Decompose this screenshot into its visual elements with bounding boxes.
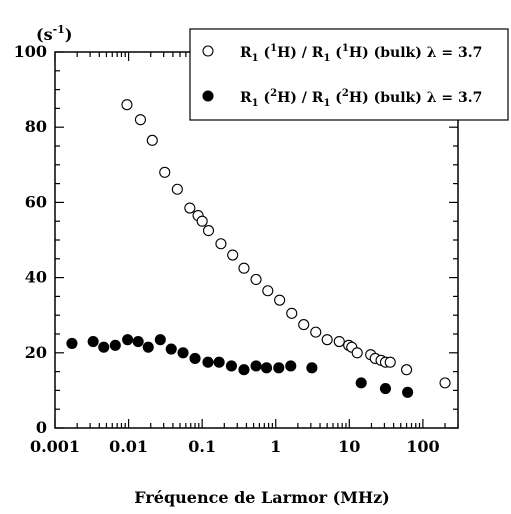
data-point-open (215, 238, 227, 250)
data-point-open (439, 377, 451, 389)
data-point-filled (189, 352, 201, 364)
data-point-filled (122, 334, 134, 346)
data-point-open (134, 114, 147, 126)
data-point-open (401, 364, 413, 376)
data-point-open (184, 202, 196, 214)
x-tick-label: 0.001 (30, 437, 80, 456)
data-point-filled (154, 334, 166, 346)
data-point-open (238, 262, 250, 274)
x-tick-label: 10 (338, 437, 360, 456)
legend-entry-1: R1 (1H) / R1 (1H) (bulk) λ = 3.7 (240, 43, 482, 64)
data-point-filled (306, 362, 318, 374)
legend-box (189, 28, 509, 121)
legend-marker-open (202, 45, 214, 57)
y-axis-label-base: (s (36, 25, 53, 44)
data-point-filled (285, 360, 297, 372)
legend-entry-2: R1 (2H) / R1 (2H) (bulk) λ = 3.7 (240, 88, 482, 109)
data-point-open (196, 215, 208, 227)
y-tick-label: 100 (14, 42, 47, 61)
data-point-filled (87, 335, 99, 348)
data-point-filled (402, 386, 414, 398)
data-point-filled (202, 356, 214, 368)
data-point-filled (355, 377, 367, 389)
y-axis-label: (s-1) (36, 23, 72, 44)
x-tick-label: 0.01 (109, 437, 148, 456)
data-point-open (202, 225, 215, 237)
x-axis-title: Fréquence de Larmor (MHz) (134, 488, 389, 507)
data-point-open (321, 334, 333, 346)
data-point-filled (273, 362, 285, 374)
data-point-filled (177, 347, 189, 359)
data-point-open (333, 335, 345, 348)
data-point-filled (66, 337, 78, 349)
data-point-filled (213, 356, 225, 368)
data-point-open (121, 99, 133, 111)
y-axis-label-close: ) (65, 25, 73, 44)
data-point-filled (225, 360, 237, 372)
data-point-open (262, 285, 274, 297)
x-tick-label: 0.1 (188, 437, 216, 456)
data-point-filled (132, 335, 144, 348)
data-point-filled (165, 343, 177, 355)
data-point-open (250, 273, 262, 286)
data-point-open (310, 326, 322, 338)
data-point-open (274, 294, 286, 306)
data-point-filled (250, 360, 262, 372)
y-tick-label: 40 (25, 268, 47, 287)
tick-labels: 0.001 0.01 0.1 1 10 100 0 20 40 60 80 100 (14, 42, 440, 456)
y-tick-label: 20 (25, 343, 47, 362)
x-tick-label: 100 (406, 437, 439, 456)
data-point-filled (238, 364, 250, 376)
data-point-filled (379, 382, 392, 395)
data-point-filled (109, 339, 121, 351)
data-point-filled (142, 341, 154, 353)
data-point-filled (98, 341, 110, 353)
data-point-open (171, 183, 183, 195)
series-open-circles (121, 99, 451, 389)
data-point-open (351, 347, 363, 359)
data-point-filled (260, 362, 273, 374)
data-point-open (286, 307, 298, 319)
data-point-open (227, 249, 239, 261)
legend-marker-filled (202, 90, 214, 102)
data-point-open (146, 134, 158, 146)
legend: R1 (1H) / R1 (1H) (bulk) λ = 3.7 R1 (2H)… (189, 28, 509, 121)
data-point-open (384, 356, 396, 368)
x-tick-label: 1 (270, 437, 281, 456)
y-axis-label-exp: -1 (53, 23, 65, 36)
data-point-open (159, 166, 171, 178)
y-tick-label: 0 (36, 418, 47, 437)
data-point-open (298, 319, 310, 331)
y-tick-label: 80 (25, 117, 47, 136)
series-filled-circles (66, 334, 414, 398)
y-tick-label: 60 (25, 192, 47, 211)
